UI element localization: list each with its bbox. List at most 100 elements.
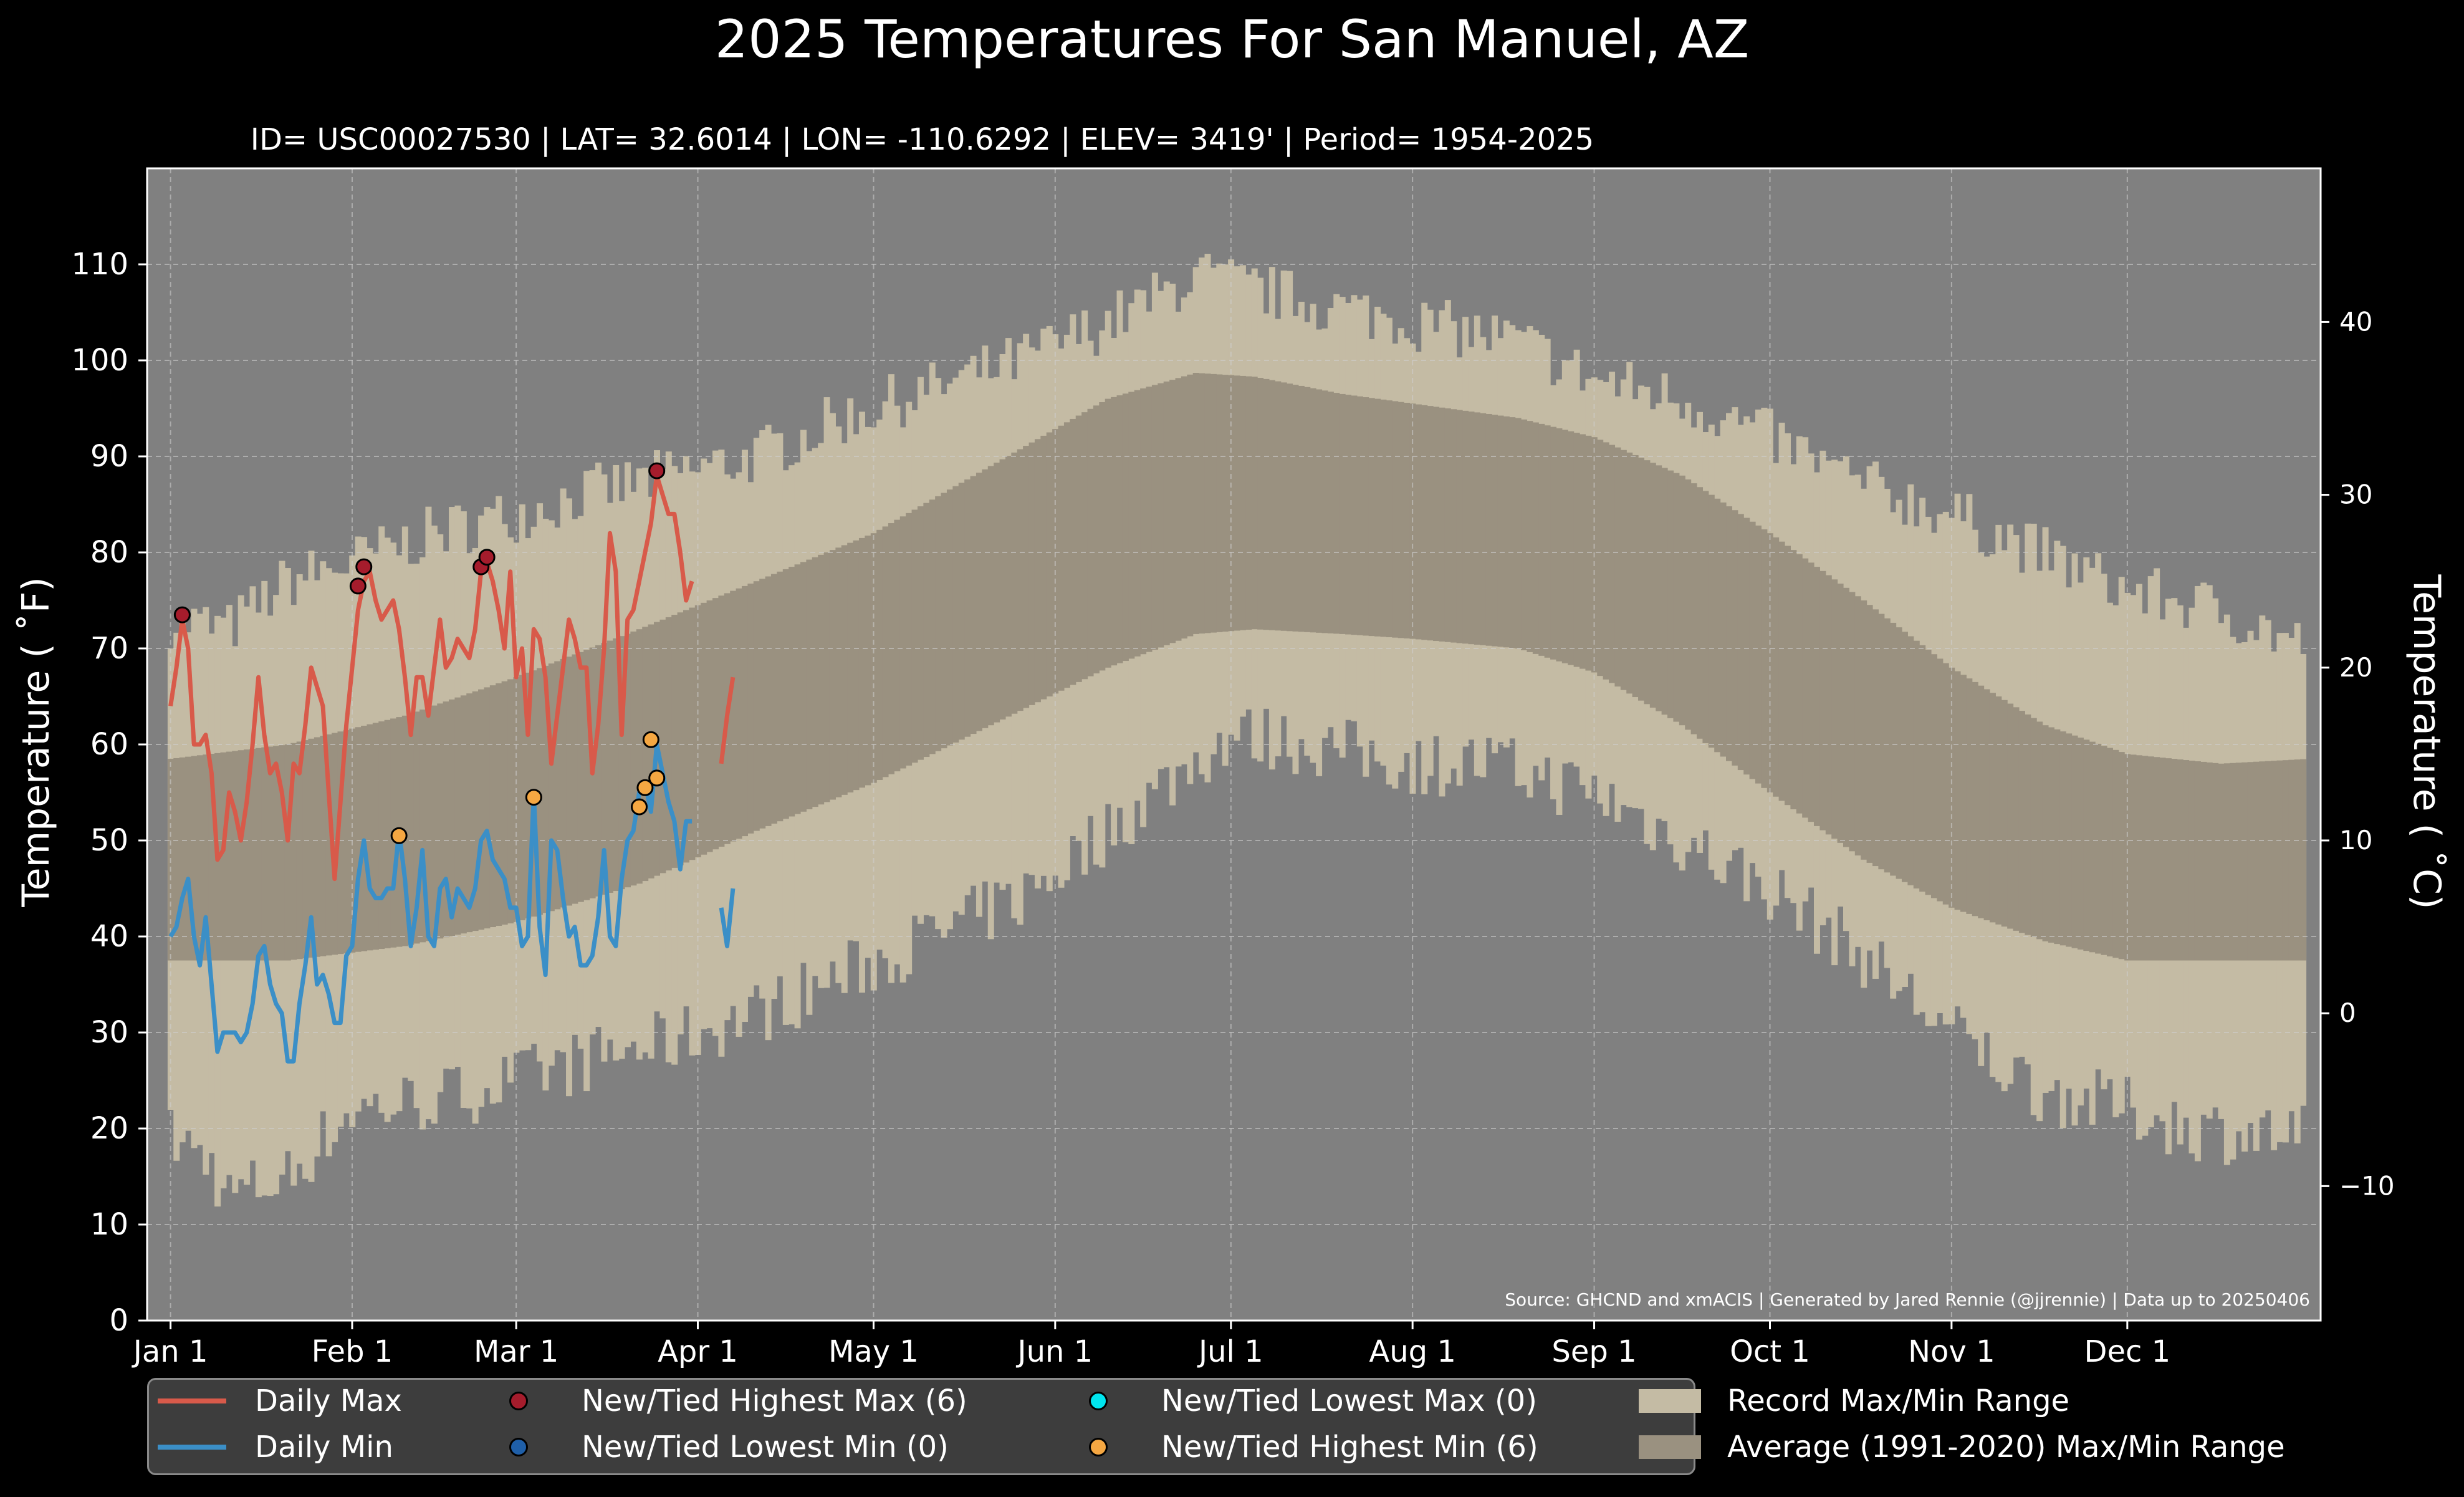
normal-range-bar <box>1808 562 1814 822</box>
normal-range-bar <box>1005 456 1012 717</box>
normal-range-bar <box>1942 663 1949 905</box>
normal-range-bar <box>226 751 232 961</box>
normal-range-bar <box>636 629 643 884</box>
normal-range-bar <box>1421 405 1428 640</box>
daily-max-line <box>168 473 694 882</box>
normal-range-bar <box>1140 388 1147 655</box>
normal-range-bar <box>237 750 244 961</box>
normal-range-bar <box>2271 761 2278 961</box>
normal-range-bar <box>1415 404 1422 640</box>
normal-range-bar <box>2025 714 2031 935</box>
normal-range-bar <box>1861 600 1867 860</box>
normal-range-bar <box>2130 754 2137 961</box>
daily-min-line <box>168 742 693 1064</box>
normal-range-bar <box>443 701 449 938</box>
normal-range-bar <box>1099 402 1106 671</box>
legend-marker-low-min <box>509 1438 528 1456</box>
normal-range-bar <box>1644 460 1651 705</box>
normal-range-bar <box>1720 502 1727 757</box>
normal-range-bar <box>355 727 362 952</box>
normal-range-bar <box>466 693 473 933</box>
normal-range-bar <box>1081 412 1088 680</box>
normal-range-bar <box>1972 681 1978 917</box>
normal-range-bar <box>1503 416 1510 648</box>
normal-range-bar <box>789 567 795 817</box>
normal-range-bar <box>1661 468 1668 715</box>
normal-range-bar <box>1656 465 1662 711</box>
normal-range-bar <box>1702 491 1709 743</box>
y-tick-label: 70 <box>90 631 128 666</box>
normal-range-bar <box>1597 440 1604 676</box>
normal-range-bar <box>1609 445 1616 683</box>
normal-range-bar <box>220 752 227 961</box>
normal-range-bar <box>865 536 871 786</box>
normal-range-bar <box>302 740 309 959</box>
normal-range-bar <box>1714 498 1721 753</box>
normal-range-bar <box>782 569 789 819</box>
y-tick-label: 110 <box>71 247 128 282</box>
daily-max-line <box>719 676 736 764</box>
normal-range-bar <box>1257 378 1264 630</box>
normal-range-bar <box>548 663 555 912</box>
chart-title: 2025 Temperatures For San Manuel, AZ <box>714 9 1750 70</box>
normal-range-bar <box>196 755 203 961</box>
y-tick-label: 30 <box>90 1015 128 1050</box>
normal-range-bar <box>1884 618 1891 873</box>
normal-range-bar <box>1515 418 1522 648</box>
normal-range-bar <box>460 695 467 934</box>
normal-range-bar <box>1356 396 1363 635</box>
normal-range-bar <box>1509 417 1516 648</box>
new-high-max-marker <box>648 462 666 479</box>
normal-range-bar <box>542 665 549 913</box>
normal-range-bar <box>952 486 959 743</box>
legend-label: Average (1991-2020) Max/Min Range <box>1727 1430 2285 1465</box>
normal-range-bar <box>1275 381 1282 631</box>
normal-range-bar <box>730 590 737 842</box>
source-note: Source: GHCND and xmACIS | Generated by … <box>1505 1289 2310 1310</box>
normal-range-bar <box>1093 405 1100 674</box>
normal-range-bar <box>1363 397 1369 636</box>
normal-range-bar <box>1292 385 1299 632</box>
y-tick-label: 40 <box>90 919 128 954</box>
normal-range-bar <box>946 489 953 746</box>
normal-range-bar <box>1995 696 2002 925</box>
normal-range-bar <box>290 743 297 960</box>
record-markers <box>173 462 666 844</box>
normal-range-bar <box>935 496 942 751</box>
normal-range-bar <box>1603 442 1609 680</box>
new-high-max-marker <box>478 549 496 566</box>
normal-range-bar <box>1726 506 1733 761</box>
normal-range-bar <box>753 581 760 831</box>
normal-range-bar <box>2218 763 2225 961</box>
normal-range-bar <box>999 459 1006 720</box>
normal-range-bar <box>1580 434 1586 669</box>
normal-range-bar <box>1638 458 1645 701</box>
normal-range-bar <box>2147 756 2154 961</box>
normal-range-bar <box>882 526 889 777</box>
normal-range-bar <box>1773 537 1780 797</box>
normal-range-bar <box>1901 632 1908 882</box>
normal-range-bar <box>1404 403 1411 638</box>
x-tick-label: Feb 1 <box>312 1334 393 1369</box>
normal-range-bar <box>431 705 438 940</box>
normal-range-bar <box>659 619 666 874</box>
normal-range-bar <box>835 547 842 797</box>
normal-range-bar <box>917 506 924 760</box>
y-tick-label: 100 <box>71 343 128 378</box>
normal-range-bar <box>577 652 584 902</box>
normal-range-bar <box>1468 412 1475 645</box>
normal-range-bar <box>1280 382 1287 631</box>
normal-range-bar <box>2200 761 2207 961</box>
normal-range-bar <box>671 615 678 868</box>
legend-label: Daily Min <box>255 1430 393 1465</box>
normal-range-bar <box>2241 762 2248 961</box>
normal-range-bar <box>2253 761 2260 961</box>
normal-range-bar <box>1825 575 1832 835</box>
normal-range-bar <box>987 466 994 726</box>
normal-range-bar <box>1368 398 1375 637</box>
legend-marker-high-min <box>1089 1438 1108 1456</box>
normal-range-bar <box>701 602 707 855</box>
new-high-min-marker <box>525 789 542 806</box>
normal-range-bar <box>982 469 989 728</box>
